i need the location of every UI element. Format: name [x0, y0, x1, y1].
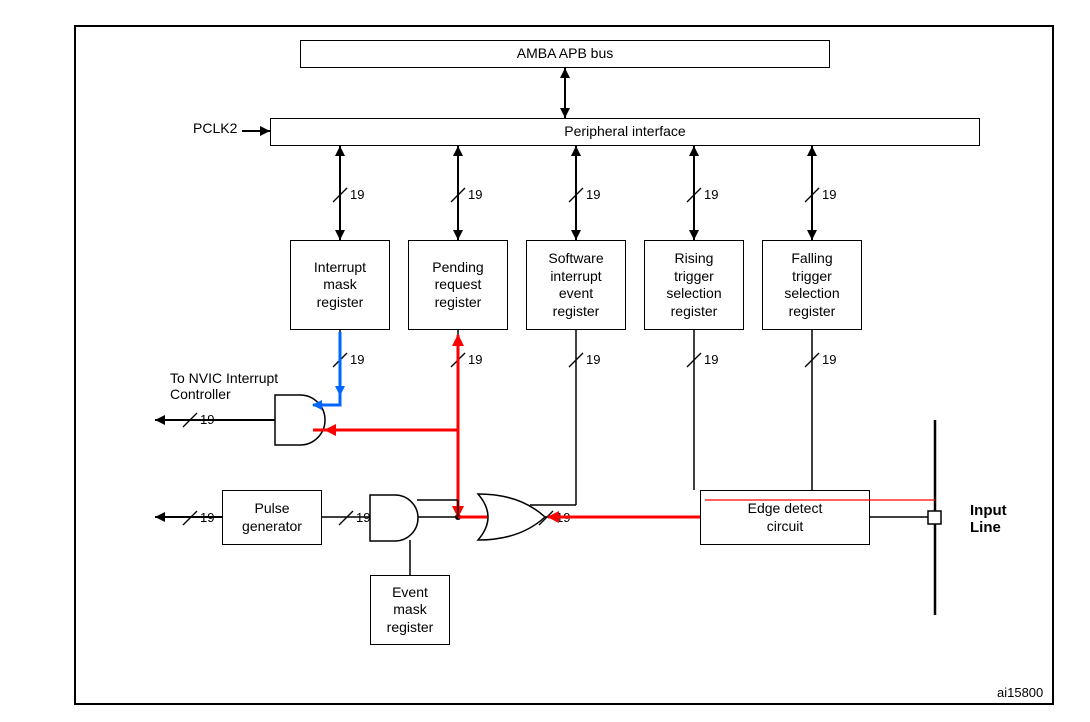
interrupt-mask-register-box: Interrupt mask register — [290, 240, 390, 330]
emr-label: Event mask register — [387, 584, 434, 637]
ftsr-label: Falling trigger selection register — [784, 250, 839, 320]
software-interrupt-event-register-box: Software interrupt event register — [526, 240, 626, 330]
rising-trigger-selection-register-box: Rising trigger selection register — [644, 240, 744, 330]
peripheral-interface-box: Peripheral interface — [270, 118, 980, 146]
imr-label: Interrupt mask register — [314, 259, 366, 312]
pulse-generator-box: Pulse generator — [222, 490, 322, 545]
pclk2-label: PCLK2 — [193, 120, 237, 136]
figure-reference-label: ai15800 — [997, 685, 1043, 700]
pending-request-register-box: Pending request register — [408, 240, 508, 330]
edge-label: Edge detect circuit — [748, 500, 823, 535]
amba-bus-box: AMBA APB bus — [300, 40, 830, 68]
diagram-canvas: AMBA APB bus Peripheral interface Interr… — [0, 0, 1090, 722]
input-line-label: Input Line — [970, 502, 1007, 536]
edge-detect-circuit-box: Edge detect circuit — [700, 490, 870, 545]
prr-label: Pending request register — [432, 259, 483, 312]
pulse-label: Pulse generator — [242, 500, 302, 535]
nvic-label: To NVIC Interrupt Controller — [170, 370, 278, 402]
periph-label: Peripheral interface — [564, 123, 685, 141]
amba-bus-label: AMBA APB bus — [517, 45, 614, 63]
sier-label: Software interrupt event register — [548, 250, 603, 320]
falling-trigger-selection-register-box: Falling trigger selection register — [762, 240, 862, 330]
event-mask-register-box: Event mask register — [370, 575, 450, 645]
rtsr-label: Rising trigger selection register — [666, 250, 721, 320]
